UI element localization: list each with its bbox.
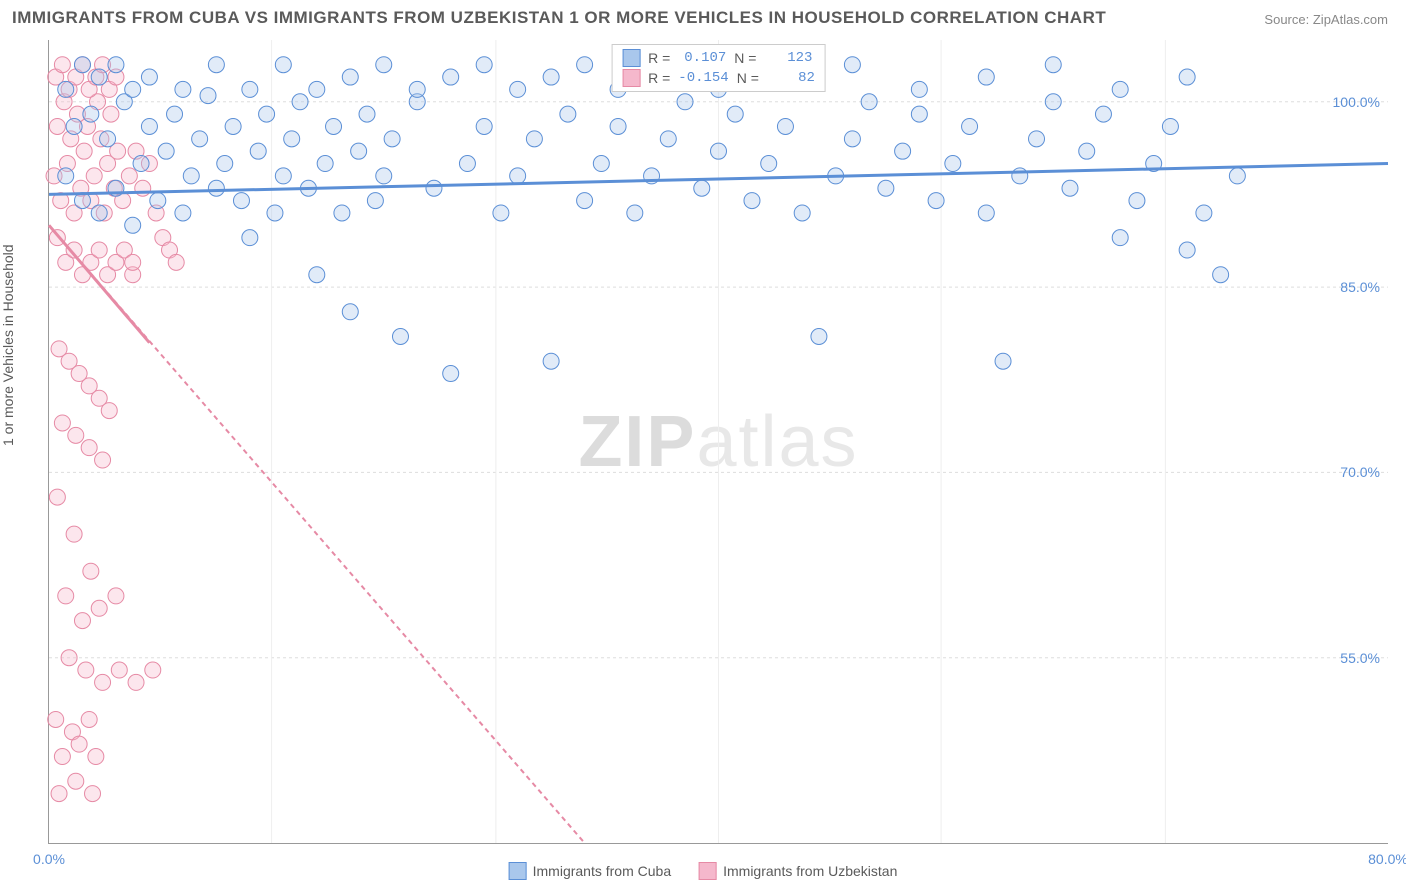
legend-item-cuba: Immigrants from Cuba [509,862,671,880]
n-value-uzbekistan: 82 [767,70,815,86]
r-value-uzbekistan: -0.154 [678,70,728,86]
swatch-cuba [509,862,527,880]
y-axis-label: 1 or more Vehicles in Household [0,244,16,446]
source-value: ZipAtlas.com [1313,12,1388,27]
correlation-legend: R = 0.107 N = 123 R = -0.154 N = 82 [611,44,826,92]
x-tick-label: 0.0% [33,851,65,867]
source-attribution: Source: ZipAtlas.com [1264,12,1388,27]
r-label: R = [648,50,670,66]
y-tick-label: 55.0% [1340,650,1380,666]
r-value-cuba: 0.107 [678,50,726,66]
swatch-cuba [622,49,640,67]
swatch-uzbekistan [622,69,640,87]
y-tick-label: 85.0% [1340,279,1380,295]
chart-title: IMMIGRANTS FROM CUBA VS IMMIGRANTS FROM … [12,8,1106,28]
n-label: N = [734,50,756,66]
legend-row-cuba: R = 0.107 N = 123 [622,49,815,67]
n-label: N = [737,70,759,86]
scatter-plot-svg [49,40,1388,843]
swatch-uzbekistan [699,862,717,880]
legend-item-uzbekistan: Immigrants from Uzbekistan [699,862,897,880]
n-value-cuba: 123 [764,50,812,66]
legend-label-cuba: Immigrants from Cuba [533,863,671,879]
legend-label-uzbekistan: Immigrants from Uzbekistan [723,863,897,879]
source-label: Source: [1264,12,1309,27]
chart-container: IMMIGRANTS FROM CUBA VS IMMIGRANTS FROM … [0,0,1406,892]
r-label: R = [648,70,670,86]
legend-row-uzbekistan: R = -0.154 N = 82 [622,69,815,87]
series-legend: Immigrants from Cuba Immigrants from Uzb… [509,862,898,880]
y-tick-label: 70.0% [1340,464,1380,480]
x-tick-label: 80.0% [1368,851,1406,867]
y-tick-label: 100.0% [1333,94,1380,110]
plot-area: ZIPatlas R = 0.107 N = 123 R = -0.154 N … [48,40,1388,844]
